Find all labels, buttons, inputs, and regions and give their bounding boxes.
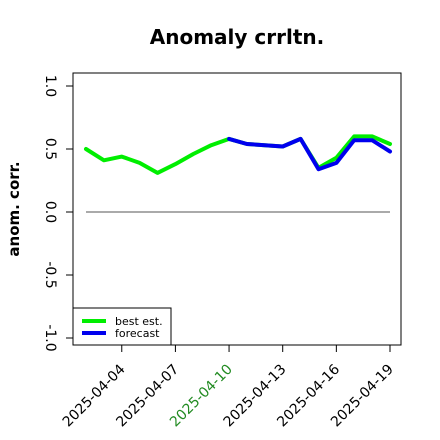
y-axis-label: anom. corr.: [5, 161, 23, 256]
y-tick-label: 0.5: [42, 138, 58, 160]
legend-box: [72, 307, 172, 346]
legend-label: best est.: [115, 315, 163, 328]
plot-frame: [72, 72, 402, 346]
y-tick-label: -0.5: [42, 261, 58, 288]
y-tick-label: 0.0: [42, 201, 58, 223]
y-tick-label: 1.0: [42, 75, 58, 97]
legend-label: forecast: [115, 327, 160, 340]
y-tick-label: -1.0: [42, 324, 58, 351]
chart-title: Anomaly crrltn.: [150, 25, 324, 49]
series-line-forecast: [227, 136, 392, 172]
